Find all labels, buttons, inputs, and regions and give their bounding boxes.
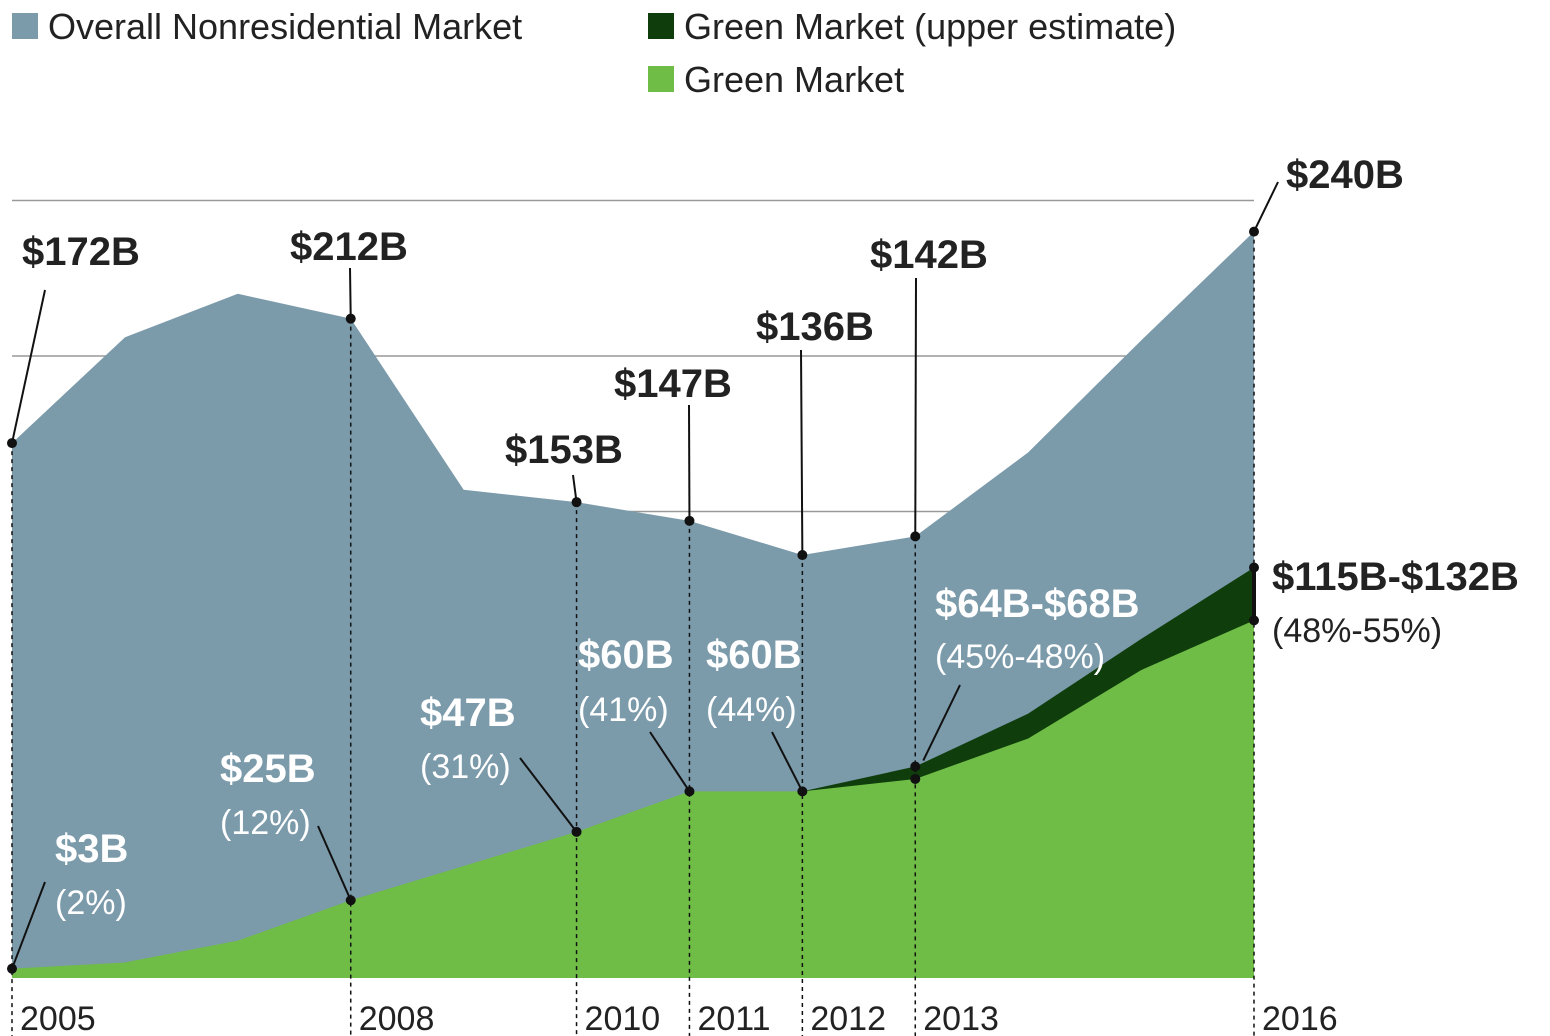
leader-line	[317, 825, 352, 901]
point	[7, 963, 17, 974]
annotation: (12%)	[220, 804, 311, 842]
leader-line	[349, 267, 352, 319]
annotation: (45%-48%)	[935, 638, 1105, 676]
leader-line	[11, 289, 46, 444]
point	[1249, 562, 1259, 573]
annotation: $115B-$132B	[1272, 555, 1519, 599]
point	[7, 438, 17, 449]
area	[12, 620, 1254, 978]
annotation: (44%)	[706, 691, 797, 729]
point	[910, 761, 921, 772]
point	[684, 786, 695, 797]
leader-line	[1253, 181, 1279, 233]
leader-line	[771, 731, 804, 792]
point	[684, 515, 695, 526]
x-tick-label: 2013	[923, 1000, 999, 1036]
legend-swatch	[648, 13, 674, 39]
value-label: $136B	[756, 305, 874, 349]
leader-line	[11, 881, 46, 970]
annotation: (2%)	[55, 884, 127, 922]
value-label: $60B	[578, 633, 674, 677]
legend-swatch	[648, 66, 674, 92]
point	[571, 826, 582, 837]
x-tick-label: 2005	[20, 1000, 96, 1036]
annotation: (48%-55%)	[1272, 612, 1442, 650]
value-label: $25B	[220, 747, 316, 791]
point	[910, 773, 921, 784]
legend-label: Green Market	[684, 59, 904, 100]
point	[910, 531, 921, 542]
value-label: $212B	[290, 225, 408, 269]
x-tick-label: 2008	[359, 1000, 435, 1036]
point	[345, 313, 356, 324]
x-tick-label: 2016	[1262, 1000, 1338, 1036]
value-label: $47B	[420, 691, 516, 735]
value-label: $153B	[505, 428, 623, 472]
leader-line	[914, 277, 917, 537]
legend-label: Green Market (upper estimate)	[684, 6, 1176, 47]
point	[797, 786, 808, 797]
value-label: $142B	[870, 233, 988, 277]
annotation: (41%)	[578, 691, 669, 729]
x-tick-label: 2011	[697, 1000, 770, 1036]
x-tick-label: 2010	[585, 1000, 661, 1036]
value-label: $147B	[614, 362, 732, 406]
leader-line	[519, 757, 578, 833]
point	[345, 895, 356, 906]
point	[797, 550, 808, 561]
legend-label: Overall Nonresidential Market	[48, 6, 522, 47]
annotation: (31%)	[420, 748, 511, 786]
value-label: $240B	[1286, 153, 1404, 197]
point	[571, 497, 582, 508]
legend-swatch	[12, 13, 38, 39]
leader-line	[922, 684, 961, 761]
annotation: $64B-$68B	[935, 582, 1140, 626]
leader-line	[800, 349, 804, 556]
value-label: $3B	[55, 827, 128, 871]
leader-line	[649, 731, 691, 792]
point	[1249, 615, 1259, 626]
point	[1249, 226, 1259, 237]
value-label: $172B	[22, 230, 140, 274]
value-label: $60B	[706, 633, 802, 677]
x-tick-label: 2012	[810, 1000, 886, 1036]
